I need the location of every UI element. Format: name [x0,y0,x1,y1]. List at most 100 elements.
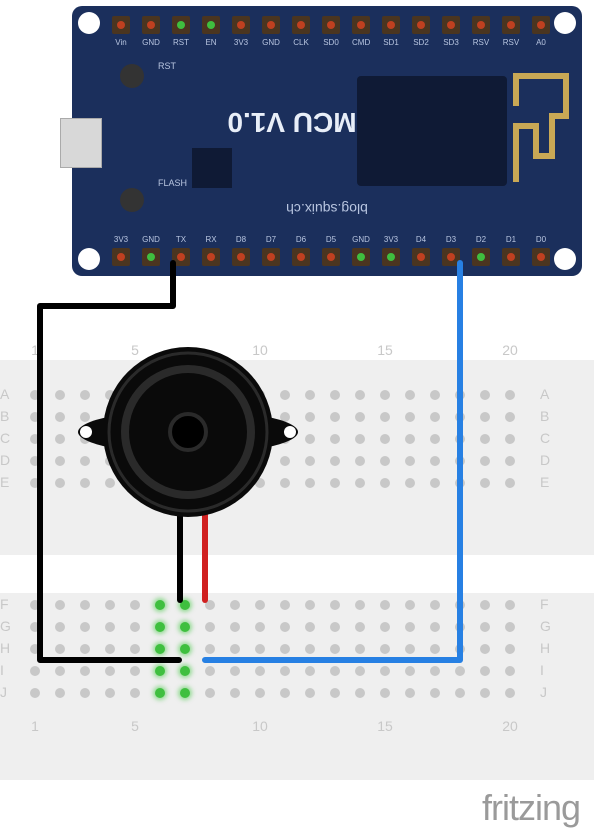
breadboard-hole [180,390,190,400]
breadboard-hole [405,478,415,488]
pin-label: GND [142,38,160,47]
breadboard-hole [55,600,65,610]
breadboard-hole [105,390,115,400]
breadboard-hole [205,434,215,444]
breadboard-hole [330,600,340,610]
breadboard-hole [230,622,240,632]
breadboard-hole [80,688,90,698]
breadboard-row-label: H [0,640,10,656]
esp-chip [357,76,507,186]
breadboard-hole [130,600,140,610]
breadboard-hole [255,412,265,422]
pin-label: RSV [502,38,520,47]
breadboard-hole [505,412,515,422]
breadboard-hole [305,390,315,400]
pin-label: D5 [322,235,340,244]
breadboard-row-label: G [540,618,551,634]
breadboard-hole [430,600,440,610]
breadboard-hole [430,644,440,654]
breadboard-hole [230,456,240,466]
breadboard-hole [255,390,265,400]
pin-d8 [232,248,250,266]
pin-label: SD2 [412,38,430,47]
breadboard-hole [155,600,165,610]
breadboard-hole [130,644,140,654]
breadboard-hole [230,688,240,698]
pin-label: GND [352,235,370,244]
pin-label: D0 [532,235,550,244]
breadboard-hole [305,688,315,698]
flash-button[interactable] [120,188,144,212]
usb-port [60,118,102,168]
breadboard-hole [405,644,415,654]
pin-label: D2 [472,235,490,244]
breadboard-hole [130,456,140,466]
breadboard-hole [430,412,440,422]
breadboard-hole [280,688,290,698]
breadboard-hole [55,434,65,444]
pin-label: RX [202,235,220,244]
pin-label: GND [142,235,160,244]
pin-sd2 [412,16,430,34]
breadboard-row-label: H [540,640,550,656]
pin-rst [172,16,190,34]
breadboard-row-label: E [0,474,9,490]
pin-label: D8 [232,235,250,244]
breadboard: 1155101015152020AABBCCDDEEFFGGHHIIJJ [0,360,594,780]
breadboard-hole [355,622,365,632]
breadboard-hole [180,688,190,698]
breadboard-row-label: A [540,386,549,402]
pin-d3 [442,248,460,266]
breadboard-hole [355,688,365,698]
breadboard-hole [130,622,140,632]
pin-gnd [262,16,280,34]
rst-button[interactable] [120,64,144,88]
breadboard-hole [80,456,90,466]
pin-label: CMD [352,38,370,47]
pin-rsv [502,16,520,34]
breadboard-hole [330,456,340,466]
breadboard-row-label: D [0,452,10,468]
pin-d6 [292,248,310,266]
pin-d4 [412,248,430,266]
breadboard-hole [105,434,115,444]
breadboard-col-label: 20 [502,342,518,358]
breadboard-hole [480,688,490,698]
breadboard-hole [130,434,140,444]
breadboard-hole [480,390,490,400]
breadboard-hole [105,412,115,422]
breadboard-hole [330,622,340,632]
breadboard-hole [455,600,465,610]
breadboard-hole [105,666,115,676]
pin-label: D4 [412,235,430,244]
board-blog-url: blog.squix.ch [286,201,368,217]
pin-tx [172,248,190,266]
pin-en [202,16,220,34]
breadboard-hole [380,478,390,488]
breadboard-hole [230,600,240,610]
breadboard-hole [30,622,40,632]
breadboard-hole [380,434,390,444]
breadboard-hole [505,644,515,654]
breadboard-hole [55,666,65,676]
pin-sd1 [382,16,400,34]
breadboard-hole [455,434,465,444]
breadboard-hole [355,456,365,466]
breadboard-hole [280,412,290,422]
breadboard-hole [405,456,415,466]
breadboard-hole [380,390,390,400]
breadboard-hole [355,600,365,610]
breadboard-hole [380,600,390,610]
pin-label: EN [202,38,220,47]
breadboard-hole [155,412,165,422]
breadboard-hole [405,688,415,698]
breadboard-hole [205,478,215,488]
pin-d0 [532,248,550,266]
breadboard-hole [205,600,215,610]
pin-label: RST [172,38,190,47]
breadboard-hole [280,390,290,400]
breadboard-hole [305,478,315,488]
pin-d2 [472,248,490,266]
mounting-hole [554,248,576,270]
breadboard-hole [280,666,290,676]
